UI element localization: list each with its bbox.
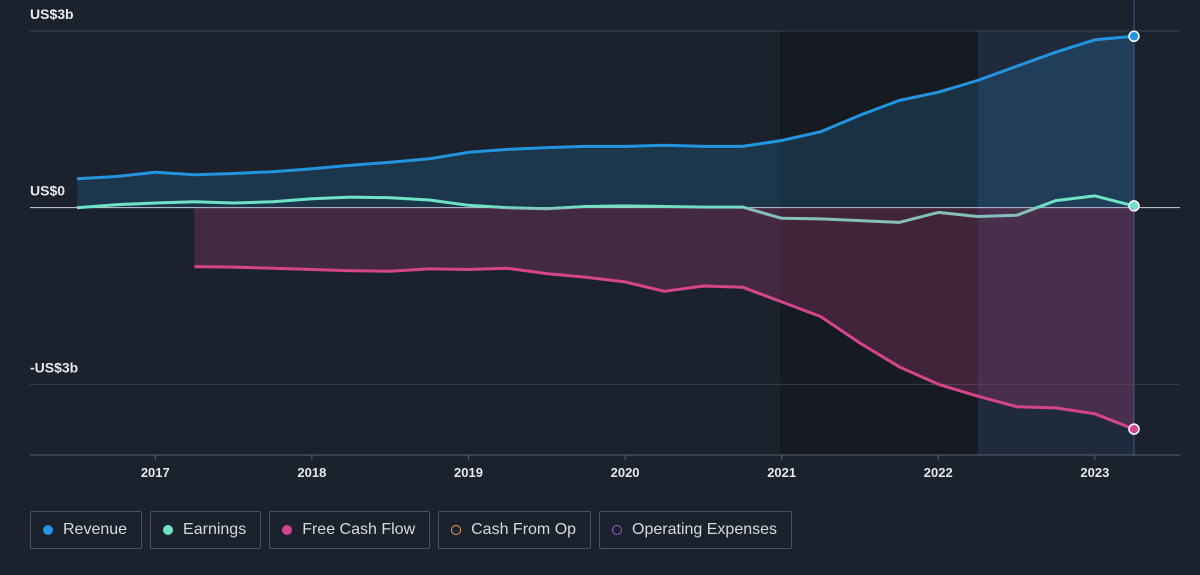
x-tick-label: 2019	[454, 465, 483, 480]
legend-item[interactable]: Revenue	[30, 511, 143, 549]
series-line	[76, 194, 1135, 224]
legend-item[interactable]: Free Cash Flow	[269, 511, 431, 549]
end-point	[1128, 30, 1140, 43]
x-tick-label: 2023	[1080, 465, 1109, 480]
x-tick-label: 2017	[141, 465, 170, 480]
legend-swatch	[43, 525, 53, 535]
legend-label: Operating Expenses	[632, 521, 778, 538]
end-point	[1128, 423, 1140, 435]
legend-item[interactable]: Cash From Op	[438, 511, 592, 549]
y-tick-label: US$3b	[30, 6, 74, 22]
x-tick-label: 2022	[924, 465, 953, 480]
series-area	[77, 36, 1134, 208]
legend-swatch	[282, 525, 293, 535]
legend-label: Revenue	[63, 521, 128, 538]
legend-label: Cash From Op	[471, 521, 577, 538]
legend-item[interactable]: Operating Expenses	[599, 511, 793, 549]
y-tick-label: US$0	[30, 183, 65, 199]
legend-item[interactable]: Earnings	[150, 511, 262, 549]
x-tick-label: 2020	[611, 465, 640, 480]
x-tick-label: 2018	[297, 465, 326, 480]
x-tick-label: 2021	[767, 465, 796, 480]
legend-swatch	[451, 525, 462, 535]
legend: Revenue Earnings Free Cash Flow Cash From O…	[30, 511, 793, 549]
legend-swatch	[612, 525, 623, 535]
legend-label: Earnings	[183, 521, 247, 538]
end-point	[1128, 200, 1140, 212]
series-line	[76, 34, 1135, 181]
series-area	[194, 207, 1134, 430]
y-tick-label: -US$3b	[30, 359, 78, 375]
series-line	[194, 265, 1135, 431]
legend-label: Free Cash Flow	[302, 521, 416, 538]
chart: US$3b US$0 -US$3b 2017 2018 2019 2020 2021 2022 2…	[30, 0, 1180, 480]
legend-swatch	[163, 525, 174, 535]
